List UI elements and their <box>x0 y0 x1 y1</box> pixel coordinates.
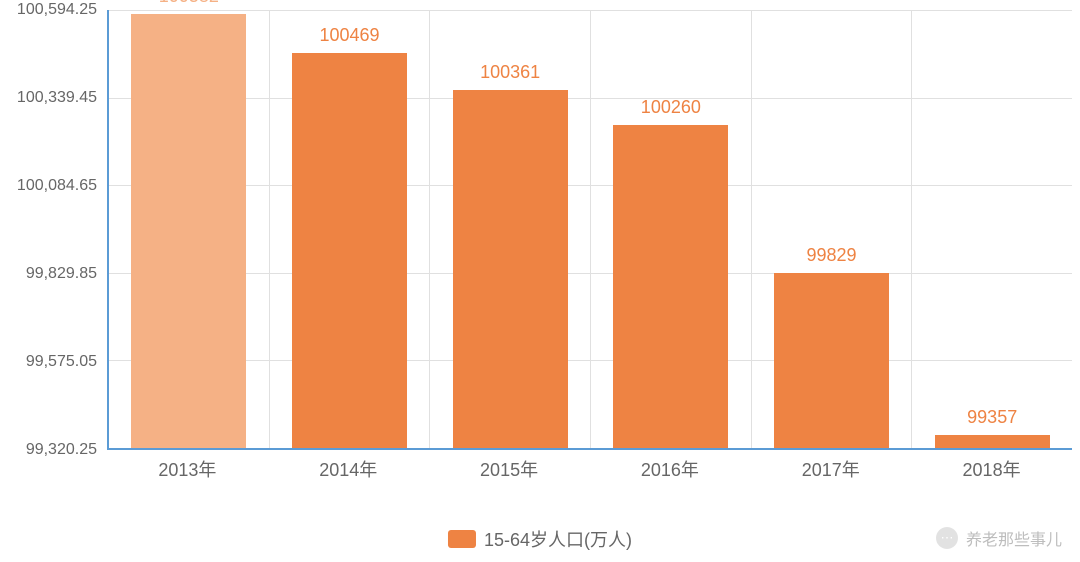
y-tick-label: 99,320.25 <box>26 441 97 459</box>
y-tick-label: 99,829.85 <box>26 265 97 283</box>
legend-swatch <box>448 530 476 548</box>
bar-value-label: 100361 <box>480 62 540 83</box>
bar-value-label: 99829 <box>806 245 856 266</box>
chart-container: 99,320.2599,575.0599,829.85100,084.65100… <box>0 10 1080 450</box>
x-tick-label: 2018年 <box>911 450 1072 480</box>
y-tick-label: 100,084.65 <box>17 177 97 195</box>
bar-slot: 100260 <box>591 10 752 448</box>
y-tick-label: 99,575.05 <box>26 353 97 371</box>
bar-slot: 100469 <box>270 10 431 448</box>
y-tick-label: 100,339.45 <box>17 89 97 107</box>
bar-slot: 100582 <box>109 10 270 448</box>
x-tick-label: 2016年 <box>589 450 750 480</box>
legend-label: 15-64岁人口(万人) <box>484 526 632 552</box>
bar-slot: 100361 <box>430 10 591 448</box>
bar[interactable]: 99829 <box>774 273 889 448</box>
watermark: ⋯ 养老那些事儿 <box>936 526 1062 550</box>
x-tick-label: 2013年 <box>107 450 268 480</box>
watermark-text: 养老那些事儿 <box>966 526 1062 550</box>
bar[interactable]: 100469 <box>292 53 407 448</box>
watermark-icon: ⋯ <box>936 527 958 549</box>
bar[interactable]: 100361 <box>453 90 568 448</box>
bars-group: 100582 100469 100361 100260 99829 99357 <box>109 10 1072 448</box>
x-tick-label: 2014年 <box>268 450 429 480</box>
x-axis: 2013年2014年2015年2016年2017年2018年 <box>107 450 1072 480</box>
bar[interactable]: 100260 <box>613 125 728 448</box>
bar[interactable]: 99357 <box>935 435 1050 448</box>
bar[interactable]: 100582 <box>131 14 246 448</box>
bar-value-label: 100260 <box>641 97 701 118</box>
bar-value-label: 100582 <box>159 0 219 7</box>
x-tick-label: 2015年 <box>429 450 590 480</box>
x-tick-label: 2017年 <box>750 450 911 480</box>
plot-area: 100582 100469 100361 100260 99829 99357 <box>107 10 1072 450</box>
bar-slot: 99829 <box>752 10 913 448</box>
bar-value-label: 100469 <box>319 25 379 46</box>
bar-slot: 99357 <box>912 10 1072 448</box>
bar-value-label: 99357 <box>967 407 1017 428</box>
legend: 15-64岁人口(万人) <box>448 526 632 552</box>
y-axis: 99,320.2599,575.0599,829.85100,084.65100… <box>0 10 105 450</box>
y-tick-label: 100,594.25 <box>17 1 97 19</box>
